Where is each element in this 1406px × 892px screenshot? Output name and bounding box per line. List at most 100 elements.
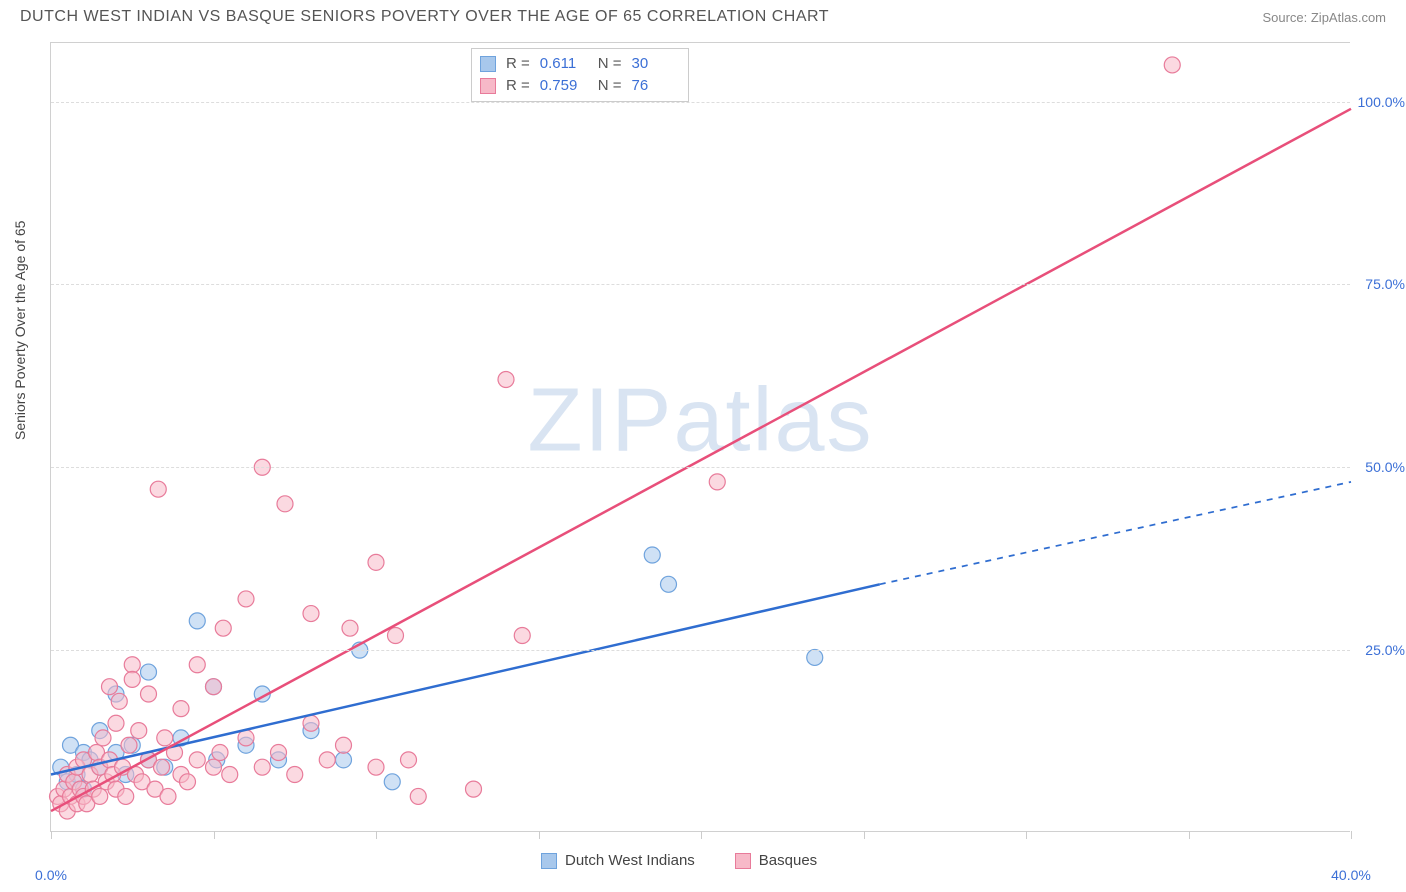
x-tick	[539, 831, 540, 839]
chart-title: DUTCH WEST INDIAN VS BASQUE SENIORS POVE…	[20, 8, 829, 26]
stats-row-series-1: R = 0.759 N = 76	[480, 75, 680, 97]
data-point	[150, 481, 166, 497]
data-point	[807, 649, 823, 665]
data-point	[342, 620, 358, 636]
data-point	[108, 715, 124, 731]
legend: Dutch West Indians Basques	[541, 852, 817, 869]
legend-swatch-1	[735, 853, 751, 869]
data-point	[271, 745, 287, 761]
data-point	[368, 554, 384, 570]
data-point	[222, 766, 238, 782]
swatch-series-1	[480, 78, 496, 94]
chart-header: DUTCH WEST INDIAN VS BASQUE SENIORS POVE…	[0, 0, 1406, 30]
scatter-svg	[51, 43, 1350, 831]
r-label: R =	[506, 53, 530, 75]
gridline-h	[51, 650, 1350, 651]
r-value-0: 0.611	[540, 53, 588, 75]
correlation-stats-box: R = 0.611 N = 30 R = 0.759 N = 76	[471, 48, 689, 102]
gridline-h	[51, 467, 1350, 468]
data-point	[254, 759, 270, 775]
x-tick-label: 40.0%	[1331, 867, 1371, 883]
y-tick-label: 25.0%	[1365, 642, 1405, 658]
data-point	[466, 781, 482, 797]
n-label: N =	[598, 53, 622, 75]
x-tick	[51, 831, 52, 839]
legend-item-0: Dutch West Indians	[541, 852, 695, 869]
data-point	[189, 613, 205, 629]
data-point	[368, 759, 384, 775]
n-label: N =	[598, 75, 622, 97]
data-point	[287, 766, 303, 782]
data-point	[111, 693, 127, 709]
x-tick	[1026, 831, 1027, 839]
n-value-1: 76	[632, 75, 680, 97]
data-point	[173, 701, 189, 717]
r-label: R =	[506, 75, 530, 97]
data-point	[215, 620, 231, 636]
data-point	[154, 759, 170, 775]
data-point	[514, 628, 530, 644]
x-tick	[376, 831, 377, 839]
legend-label-0: Dutch West Indians	[565, 852, 695, 869]
swatch-series-0	[480, 56, 496, 72]
regression-line-extrapolated	[880, 482, 1351, 584]
legend-label-1: Basques	[759, 852, 817, 869]
y-tick-label: 50.0%	[1365, 459, 1405, 475]
data-point	[212, 745, 228, 761]
data-point	[124, 657, 140, 673]
data-point	[141, 664, 157, 680]
data-point	[384, 774, 400, 790]
data-point	[303, 606, 319, 622]
data-point	[92, 788, 108, 804]
y-axis-label: Seniors Poverty Over the Age of 65	[12, 221, 28, 440]
regression-line	[51, 584, 880, 774]
gridline-h	[51, 102, 1350, 103]
data-point	[180, 774, 196, 790]
stats-row-series-0: R = 0.611 N = 30	[480, 53, 680, 75]
data-point	[160, 788, 176, 804]
data-point	[95, 730, 111, 746]
data-point	[131, 723, 147, 739]
data-point	[661, 576, 677, 592]
legend-swatch-0	[541, 853, 557, 869]
data-point	[118, 788, 134, 804]
plot-area: ZIPatlas R = 0.611 N = 30 R = 0.759 N = …	[50, 42, 1350, 832]
data-point	[644, 547, 660, 563]
data-point	[238, 591, 254, 607]
data-point	[388, 628, 404, 644]
y-tick-label: 100.0%	[1358, 94, 1405, 110]
gridline-h	[51, 284, 1350, 285]
data-point	[102, 679, 118, 695]
data-point	[157, 730, 173, 746]
data-point	[401, 752, 417, 768]
data-point	[238, 730, 254, 746]
y-tick-label: 75.0%	[1365, 276, 1405, 292]
x-tick-label: 0.0%	[35, 867, 67, 883]
data-point	[206, 759, 222, 775]
x-tick	[864, 831, 865, 839]
data-point	[709, 474, 725, 490]
data-point	[1164, 57, 1180, 73]
data-point	[410, 788, 426, 804]
data-point	[141, 686, 157, 702]
data-point	[189, 752, 205, 768]
legend-item-1: Basques	[735, 852, 817, 869]
data-point	[206, 679, 222, 695]
x-tick	[701, 831, 702, 839]
data-point	[319, 752, 335, 768]
x-tick	[214, 831, 215, 839]
data-point	[121, 737, 137, 753]
data-point	[189, 657, 205, 673]
x-tick	[1189, 831, 1190, 839]
x-tick	[1351, 831, 1352, 839]
data-point	[498, 371, 514, 387]
data-point	[336, 752, 352, 768]
r-value-1: 0.759	[540, 75, 588, 97]
data-point	[303, 715, 319, 731]
n-value-0: 30	[632, 53, 680, 75]
data-point	[124, 671, 140, 687]
source-attribution: Source: ZipAtlas.com	[1262, 10, 1386, 25]
regression-line	[51, 109, 1351, 811]
data-point	[336, 737, 352, 753]
data-point	[277, 496, 293, 512]
